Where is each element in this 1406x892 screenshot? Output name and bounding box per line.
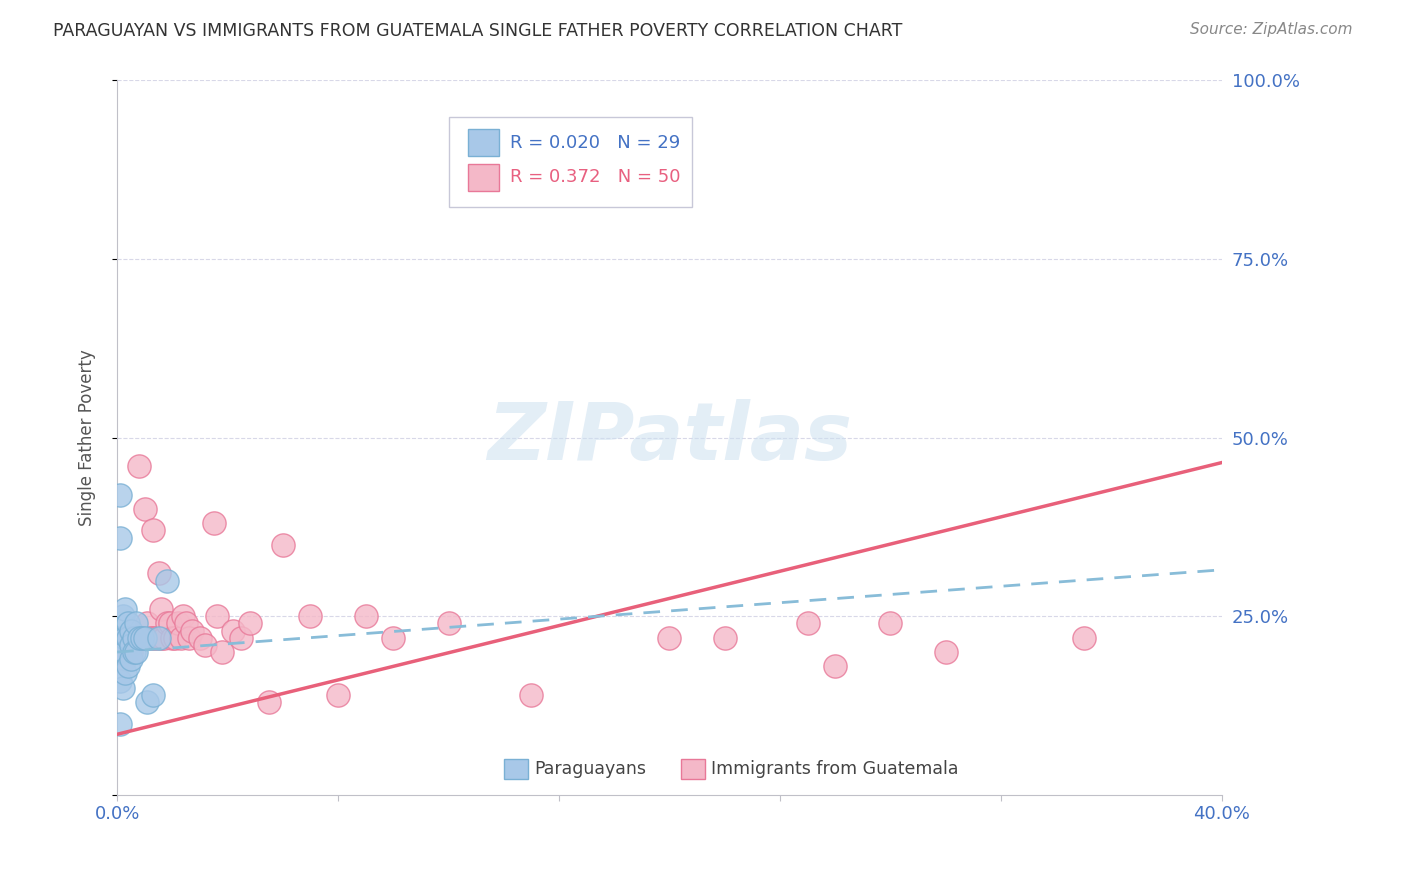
Point bbox=[134, 502, 156, 516]
Point bbox=[111, 645, 134, 659]
Point bbox=[162, 631, 184, 645]
Point bbox=[114, 666, 136, 681]
Text: Source: ZipAtlas.com: Source: ZipAtlas.com bbox=[1189, 22, 1353, 37]
Point bbox=[125, 616, 148, 631]
FancyBboxPatch shape bbox=[503, 759, 529, 780]
Point bbox=[520, 688, 543, 702]
Point bbox=[169, 631, 191, 645]
Point bbox=[120, 645, 142, 659]
Point bbox=[111, 645, 134, 659]
Point bbox=[796, 616, 818, 631]
Point bbox=[142, 688, 165, 702]
Point bbox=[222, 624, 245, 638]
Point bbox=[120, 652, 142, 666]
Point bbox=[111, 609, 134, 624]
Point bbox=[117, 616, 139, 631]
FancyBboxPatch shape bbox=[468, 163, 499, 191]
FancyBboxPatch shape bbox=[468, 129, 499, 156]
Point bbox=[139, 631, 162, 645]
Point bbox=[153, 631, 176, 645]
Point bbox=[177, 631, 200, 645]
Point bbox=[156, 574, 179, 588]
Point bbox=[326, 688, 349, 702]
Point bbox=[128, 459, 150, 474]
Point bbox=[1073, 631, 1095, 645]
Point bbox=[239, 616, 262, 631]
Point bbox=[108, 531, 131, 545]
Point bbox=[125, 631, 148, 645]
Point bbox=[713, 631, 735, 645]
Point bbox=[194, 638, 217, 652]
FancyBboxPatch shape bbox=[449, 117, 692, 207]
Point bbox=[117, 659, 139, 673]
Point bbox=[111, 631, 134, 645]
Text: PARAGUAYAN VS IMMIGRANTS FROM GUATEMALA SINGLE FATHER POVERTY CORRELATION CHART: PARAGUAYAN VS IMMIGRANTS FROM GUATEMALA … bbox=[53, 22, 903, 40]
Point bbox=[117, 631, 139, 645]
Point bbox=[658, 631, 681, 645]
Point bbox=[117, 631, 139, 645]
Point bbox=[111, 681, 134, 695]
Point bbox=[257, 695, 280, 709]
Text: R = 0.020   N = 29: R = 0.020 N = 29 bbox=[510, 134, 681, 152]
Point bbox=[165, 631, 187, 645]
Point bbox=[131, 631, 153, 645]
Text: R = 0.372   N = 50: R = 0.372 N = 50 bbox=[510, 169, 681, 186]
Text: Immigrants from Guatemala: Immigrants from Guatemala bbox=[711, 760, 959, 779]
Point bbox=[211, 645, 233, 659]
Point bbox=[437, 616, 460, 631]
Point bbox=[205, 609, 228, 624]
Point bbox=[125, 645, 148, 659]
Point bbox=[148, 631, 170, 645]
Point bbox=[114, 652, 136, 666]
Point bbox=[131, 631, 153, 645]
Point bbox=[145, 631, 167, 645]
Point bbox=[156, 616, 179, 631]
Point bbox=[142, 524, 165, 538]
Point bbox=[150, 631, 173, 645]
Point bbox=[114, 631, 136, 645]
Point bbox=[824, 659, 846, 673]
Point bbox=[120, 638, 142, 652]
Text: ZIPatlas: ZIPatlas bbox=[486, 399, 852, 476]
Point bbox=[108, 488, 131, 502]
Point bbox=[108, 716, 131, 731]
Point bbox=[354, 609, 377, 624]
Point bbox=[180, 624, 202, 638]
Point bbox=[231, 631, 253, 645]
Point bbox=[202, 516, 225, 531]
Point bbox=[172, 609, 194, 624]
Point bbox=[935, 645, 957, 659]
Point bbox=[142, 631, 165, 645]
Y-axis label: Single Father Poverty: Single Father Poverty bbox=[79, 349, 96, 526]
Point bbox=[136, 695, 159, 709]
Point bbox=[128, 631, 150, 645]
Point bbox=[114, 645, 136, 659]
Point bbox=[136, 616, 159, 631]
Point bbox=[382, 631, 405, 645]
Point bbox=[271, 538, 294, 552]
Point bbox=[122, 645, 145, 659]
Point bbox=[148, 566, 170, 581]
Point bbox=[159, 616, 181, 631]
Point bbox=[114, 602, 136, 616]
Point bbox=[150, 602, 173, 616]
Point bbox=[879, 616, 901, 631]
Point bbox=[134, 631, 156, 645]
Point bbox=[167, 616, 190, 631]
Text: Paraguayans: Paraguayans bbox=[534, 760, 647, 779]
Point bbox=[188, 631, 211, 645]
Point bbox=[174, 616, 197, 631]
Point bbox=[299, 609, 322, 624]
Point bbox=[120, 624, 142, 638]
FancyBboxPatch shape bbox=[681, 759, 704, 780]
Point bbox=[122, 631, 145, 645]
Point bbox=[108, 673, 131, 688]
